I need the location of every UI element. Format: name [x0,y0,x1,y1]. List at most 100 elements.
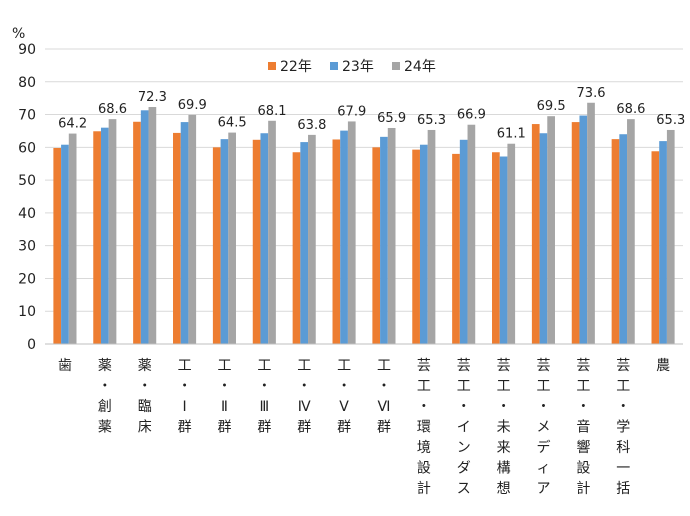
bar [93,131,101,344]
bar [499,156,508,344]
data-label: 69.9 [178,98,207,113]
bars [53,102,675,345]
bar [133,121,141,345]
bar [467,124,476,344]
bar [220,139,229,344]
y-tick-label: 70 [18,108,36,124]
bar [173,132,181,344]
x-tick-label: 工・ Ⅰ 群 [178,358,192,436]
data-label: 69.5 [537,99,566,114]
bar [340,130,348,344]
data-label: 64.5 [218,116,247,131]
legend-label: 24年 [404,59,436,75]
data-label: 61.1 [497,127,526,142]
bar [380,136,388,344]
y-tick-label: 30 [18,239,36,255]
bar [180,122,189,344]
data-label: 65.9 [377,111,406,126]
bar [587,102,595,344]
x-tick-label: 工・ Ⅱ 群 [217,358,231,436]
x-tick-label: 工・ Ⅵ 群 [377,358,391,436]
bar [427,129,436,344]
bar [372,147,381,344]
x-tick-label: 芸工・音響設計 [576,358,590,497]
bar [108,119,117,345]
data-label: 65.3 [417,113,446,128]
y-tick-label: 10 [18,304,36,320]
legend: 22年 23年 24年 [268,59,436,75]
bar [148,107,157,345]
data-label: 72.3 [138,90,167,105]
legend-swatch [330,62,338,70]
bar [659,141,667,344]
bar [347,121,356,344]
bar [53,147,62,344]
data-label: 68.6 [616,102,645,117]
bar [651,151,660,344]
bar [61,144,69,344]
bar [507,143,516,344]
y-unit-label: % [12,26,25,42]
bar [140,110,149,345]
data-label: 68.6 [98,102,127,117]
x-tick-label: 工・ Ⅴ 群 [337,358,351,436]
y-tick-label: 40 [18,206,36,222]
bar [611,139,620,344]
bar [100,127,109,345]
bar [228,132,236,344]
bar [571,122,580,344]
data-label: 68.1 [258,104,287,119]
bar [627,119,635,345]
x-tick-label: 芸工・メディア [536,358,550,497]
x-tick-label: 芸工・未来構想 [497,358,511,497]
y-axis-ticks: 0 10 20 30 40 50 60 70 80 90 [18,42,36,353]
bar [531,124,540,344]
bar [292,152,301,344]
bar [666,129,675,344]
data-label: 67.9 [337,104,366,119]
legend-label: 22年 [280,59,312,75]
data-labels: 64.2 68.6 72.3 69.9 64.5 68.1 63.8 67.9 65.9 65.3… [58,86,685,142]
x-tick-label: 芸工・環境設計 [417,358,431,497]
y-tick-label: 0 [27,337,36,353]
bar [387,127,396,344]
bar [300,142,309,344]
x-tick-label: 薬・臨床 [138,358,152,436]
x-tick-label: 農 [656,358,670,374]
legend-label: 23年 [342,59,374,75]
bar [332,139,341,344]
bar [452,153,460,344]
y-tick-label: 80 [18,75,36,91]
bar [459,139,468,344]
x-tick-label: 薬・創薬 [98,358,112,436]
y-tick-label: 50 [18,173,36,189]
y-tick-label: 90 [18,42,36,58]
y-tick-label: 60 [18,140,36,156]
x-tick-label: 芸工・インダス [457,358,471,497]
bar [579,115,588,345]
bar [268,120,276,345]
bar [252,139,261,344]
bar [260,133,269,344]
bar [212,147,221,344]
data-label: 63.8 [297,118,326,133]
bar [188,114,197,344]
bar [547,116,555,344]
data-label: 64.2 [58,117,87,132]
x-tick-label: 工・ Ⅲ 群 [257,358,271,436]
bar [308,134,316,344]
bar [539,133,548,344]
data-label: 65.3 [656,113,685,128]
data-label: 73.6 [577,86,606,101]
data-label: 66.9 [457,108,486,123]
legend-swatch [392,62,400,70]
bar [412,149,420,344]
bar [492,152,500,344]
x-tick-label: 歯 [58,358,72,374]
bar [619,134,628,344]
x-tick-label: 工・ Ⅳ 群 [297,358,311,436]
bar [419,144,428,344]
x-axis: 歯 薬・創薬 薬・臨床 工・ Ⅰ 群 工・ Ⅱ 群 工・ Ⅲ 群 工・ Ⅳ 群 工・ Ⅴ 群 工・ Ⅵ 群 芸工・環境設計… [45,343,683,497]
bar [68,133,77,344]
